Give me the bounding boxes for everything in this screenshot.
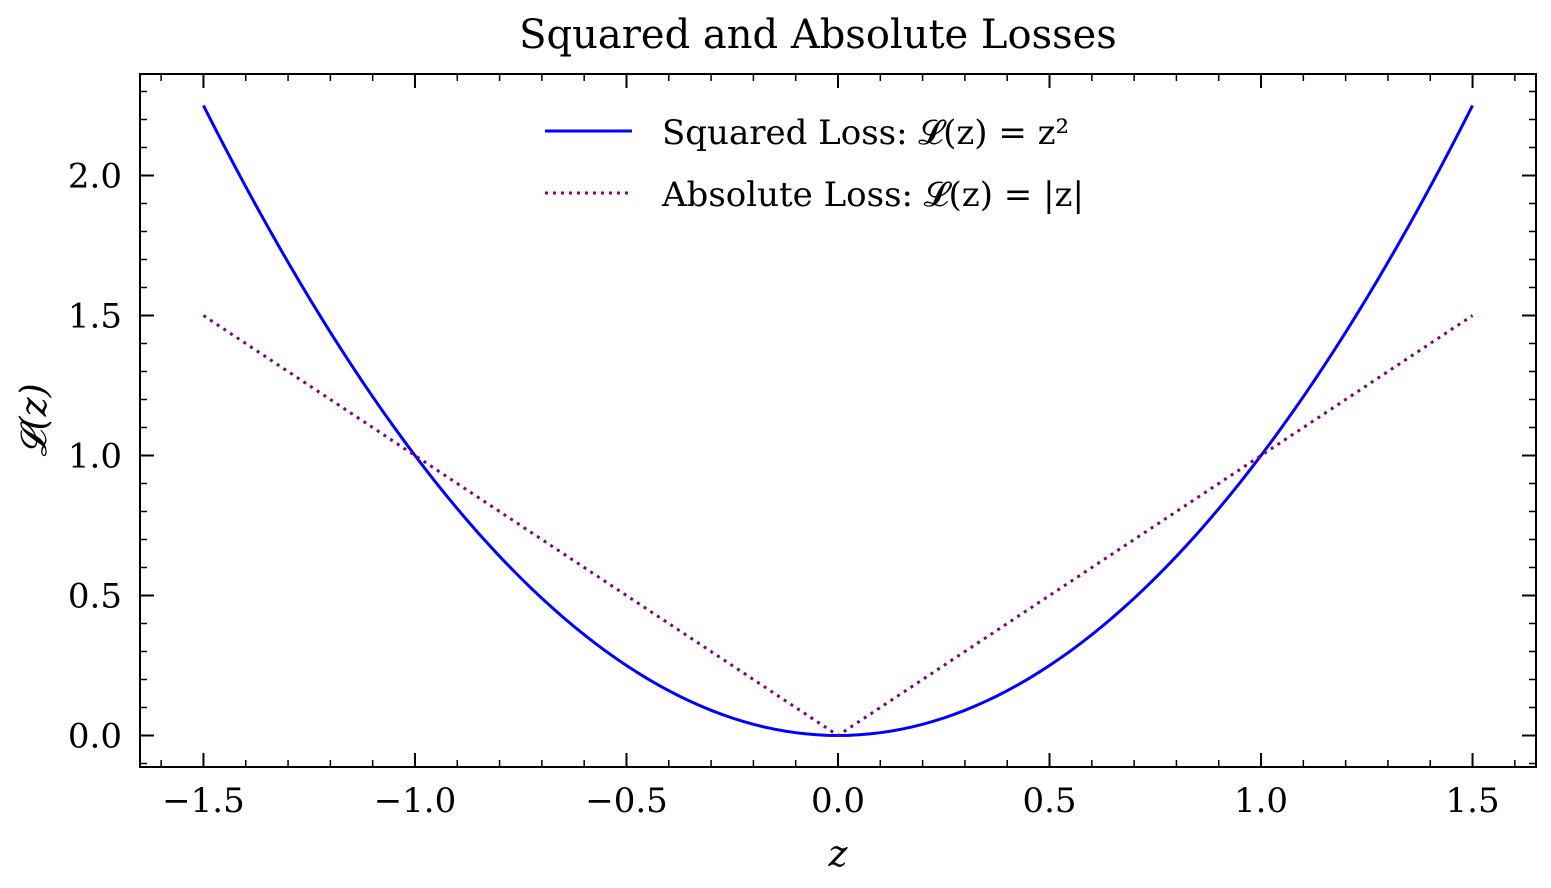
y-tick-label: 1.0 <box>68 437 122 477</box>
x-tick-label: −1.0 <box>374 781 457 821</box>
legend-label-squared: Squared Loss: 𝓛(z) = z² <box>662 113 1069 153</box>
plot-frame <box>139 73 1537 768</box>
y-tick-label: 0.5 <box>68 577 122 617</box>
y-tick-label: 0.0 <box>68 717 122 757</box>
legend: Squared Loss: 𝓛(z) = z² Absolute Loss: 𝓛… <box>545 113 1084 215</box>
x-tick-label: 1.5 <box>1446 781 1500 821</box>
x-tick-label: 0.5 <box>1022 781 1076 821</box>
major-ticks <box>140 74 1536 767</box>
legend-label-absolute: Absolute Loss: 𝓛(z) = |z| <box>661 175 1084 215</box>
x-tick-label: 1.0 <box>1234 781 1288 821</box>
minor-ticks <box>140 74 1536 767</box>
y-tick-label: 2.0 <box>68 157 122 197</box>
x-tick-label: 0.0 <box>811 781 865 821</box>
y-tick-label: 1.5 <box>68 297 122 337</box>
x-tick-label: −1.5 <box>162 781 245 821</box>
x-axis-label: z <box>828 834 849 875</box>
x-tick-labels: −1.5 −1.0 −0.5 0.0 0.5 1.0 1.5 <box>162 781 1499 821</box>
x-tick-label: −0.5 <box>585 781 668 821</box>
series-layer <box>202 104 1474 738</box>
y-tick-labels: 0.0 0.5 1.0 1.5 2.0 <box>68 157 122 757</box>
chart-title: Squared and Absolute Losses <box>519 12 1117 58</box>
absolute-loss-line <box>202 314 1474 738</box>
y-axis-label: 𝓛(z) <box>14 383 55 456</box>
